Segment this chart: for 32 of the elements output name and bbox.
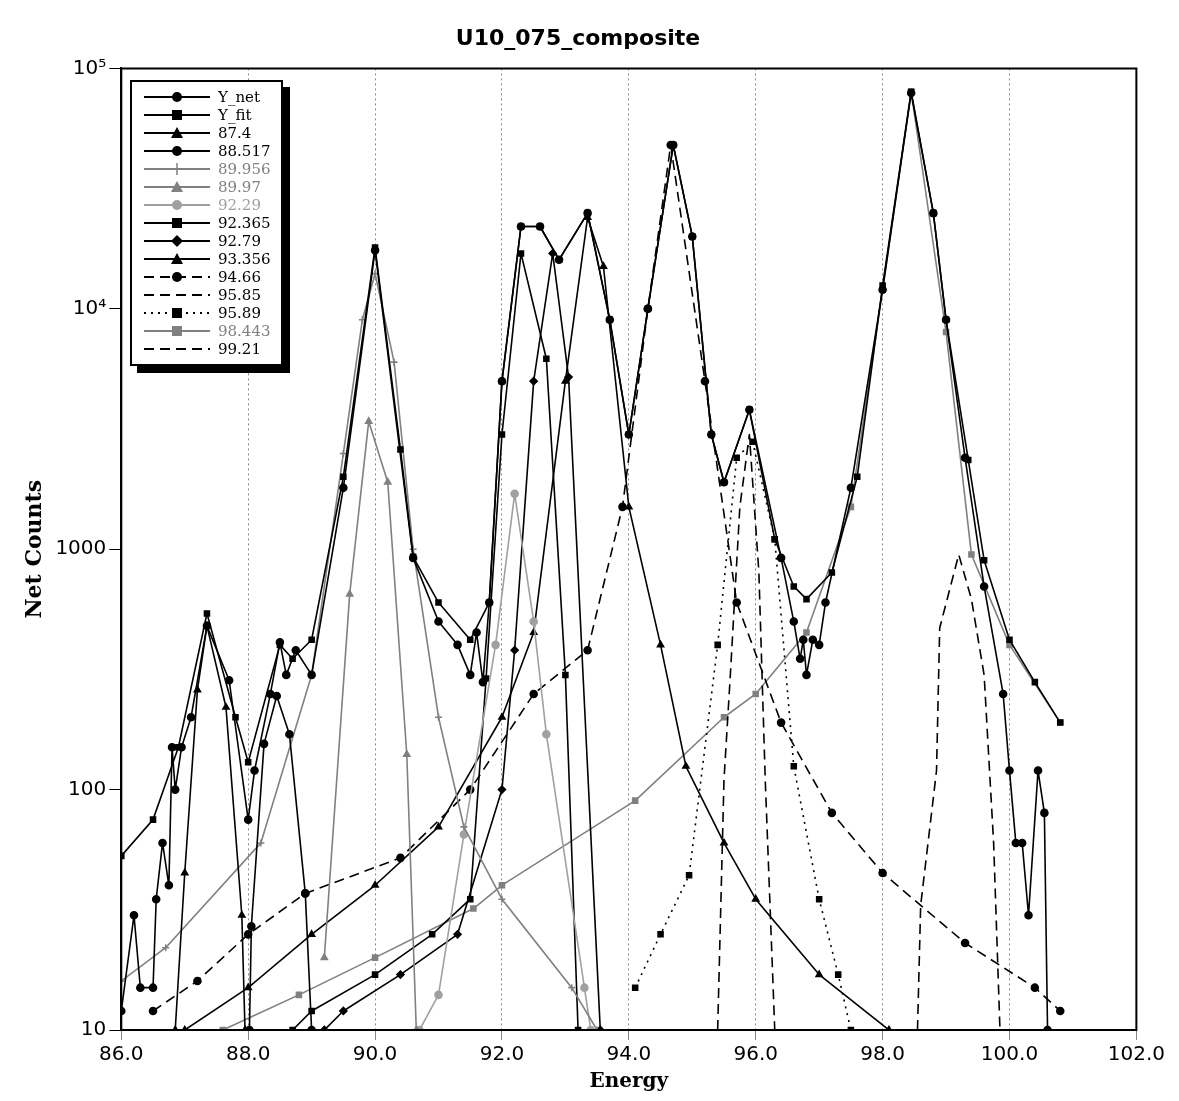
legend-label: 87.4 [218, 124, 252, 142]
legend-label: 89.97 [218, 178, 261, 196]
x-tick-label: 96.0 [733, 1041, 778, 1066]
chart-title: U10_075_composite [455, 24, 701, 50]
x-tick-label: 92.0 [479, 1041, 525, 1066]
x-tick-label: 94.0 [606, 1041, 652, 1066]
legend-label: Y_net [218, 88, 260, 106]
legend-label: 93.356 [218, 250, 271, 268]
legend-label: 92.365 [218, 214, 271, 232]
y-tick-label: 100 [68, 775, 107, 800]
x-tick-label: 88.0 [225, 1041, 271, 1066]
y-tick-label: 10⁵ [72, 54, 107, 79]
legend-label: 95.89 [218, 304, 261, 322]
y-tick-label: 10 [80, 1016, 107, 1041]
x-tick-label: 86.0 [99, 1041, 144, 1066]
x-tick-label: 102.0 [1107, 1041, 1165, 1066]
legend-label: 88.517 [218, 142, 271, 160]
legend-label: 89.956 [218, 160, 271, 178]
legend-label: 99.21 [218, 340, 261, 358]
legend-label: 95.85 [218, 286, 261, 304]
x-tick-label: 100.0 [980, 1041, 1039, 1066]
legend-label: 94.66 [218, 268, 261, 286]
y-axis-title: Net Counts [19, 479, 46, 619]
legend-label: Y_fit [218, 106, 252, 124]
y-tick-label: 10⁴ [72, 295, 107, 319]
y-tick-label: 1000 [55, 535, 107, 560]
x-tick-label: 90.0 [352, 1041, 398, 1066]
legend-label: 92.29 [218, 196, 261, 214]
x-axis-title: Energy [589, 1068, 670, 1093]
legend-label: 98.443 [218, 322, 271, 340]
legend-label: 92.79 [218, 232, 261, 250]
x-tick-label: 98.0 [860, 1041, 905, 1066]
